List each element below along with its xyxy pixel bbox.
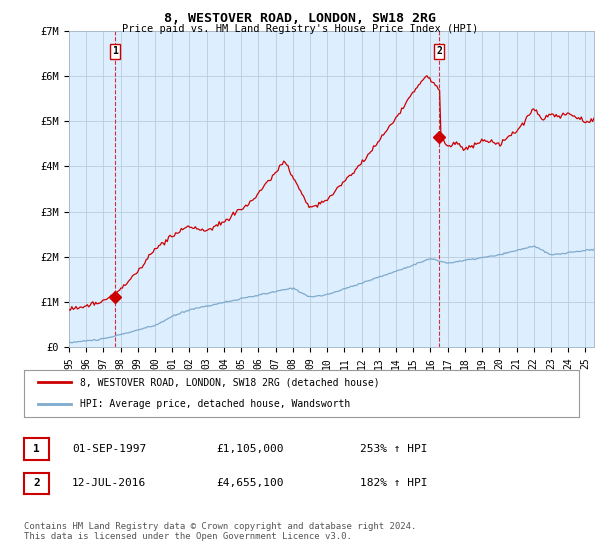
Text: 8, WESTOVER ROAD, LONDON, SW18 2RG (detached house): 8, WESTOVER ROAD, LONDON, SW18 2RG (deta… <box>79 377 379 388</box>
Text: 01-SEP-1997: 01-SEP-1997 <box>72 444 146 454</box>
Text: 2: 2 <box>436 46 442 57</box>
Text: 182% ↑ HPI: 182% ↑ HPI <box>360 478 427 488</box>
Text: 253% ↑ HPI: 253% ↑ HPI <box>360 444 427 454</box>
Text: £1,105,000: £1,105,000 <box>216 444 284 454</box>
Text: 1: 1 <box>33 444 40 454</box>
Text: 1: 1 <box>112 46 118 57</box>
Text: 2: 2 <box>33 478 40 488</box>
Text: HPI: Average price, detached house, Wandsworth: HPI: Average price, detached house, Wand… <box>79 399 350 409</box>
Text: Price paid vs. HM Land Registry's House Price Index (HPI): Price paid vs. HM Land Registry's House … <box>122 24 478 34</box>
Text: Contains HM Land Registry data © Crown copyright and database right 2024.
This d: Contains HM Land Registry data © Crown c… <box>24 522 416 542</box>
Text: 12-JUL-2016: 12-JUL-2016 <box>72 478 146 488</box>
Text: 8, WESTOVER ROAD, LONDON, SW18 2RG: 8, WESTOVER ROAD, LONDON, SW18 2RG <box>164 12 436 25</box>
Text: £4,655,100: £4,655,100 <box>216 478 284 488</box>
